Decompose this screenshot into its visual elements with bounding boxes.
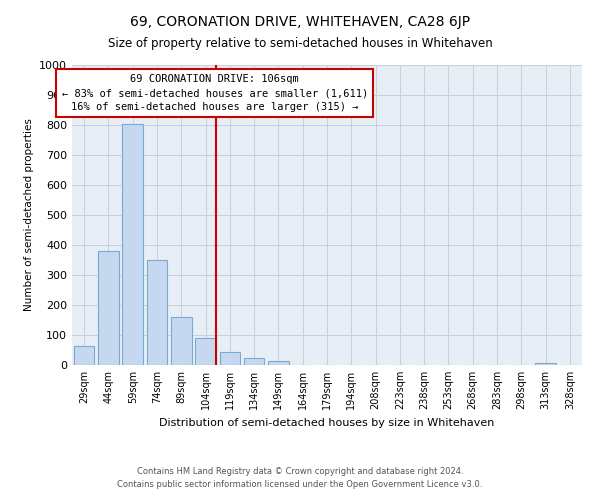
Bar xyxy=(195,338,216,365)
Bar xyxy=(171,317,191,365)
Text: Contains HM Land Registry data © Crown copyright and database right 2024.
Contai: Contains HM Land Registry data © Crown c… xyxy=(118,467,482,489)
Text: 69 CORONATION DRIVE: 106sqm
← 83% of semi-detached houses are smaller (1,611)
16: 69 CORONATION DRIVE: 106sqm ← 83% of sem… xyxy=(62,74,368,112)
Bar xyxy=(220,352,240,365)
Text: Size of property relative to semi-detached houses in Whitehaven: Size of property relative to semi-detach… xyxy=(107,38,493,51)
Bar xyxy=(244,358,265,365)
Text: 69, CORONATION DRIVE, WHITEHAVEN, CA28 6JP: 69, CORONATION DRIVE, WHITEHAVEN, CA28 6… xyxy=(130,15,470,29)
Bar xyxy=(146,260,167,365)
Y-axis label: Number of semi-detached properties: Number of semi-detached properties xyxy=(23,118,34,312)
Bar xyxy=(122,124,143,365)
Bar xyxy=(535,362,556,365)
Bar xyxy=(268,360,289,365)
Bar xyxy=(74,346,94,365)
X-axis label: Distribution of semi-detached houses by size in Whitehaven: Distribution of semi-detached houses by … xyxy=(160,418,494,428)
Bar xyxy=(98,251,119,365)
